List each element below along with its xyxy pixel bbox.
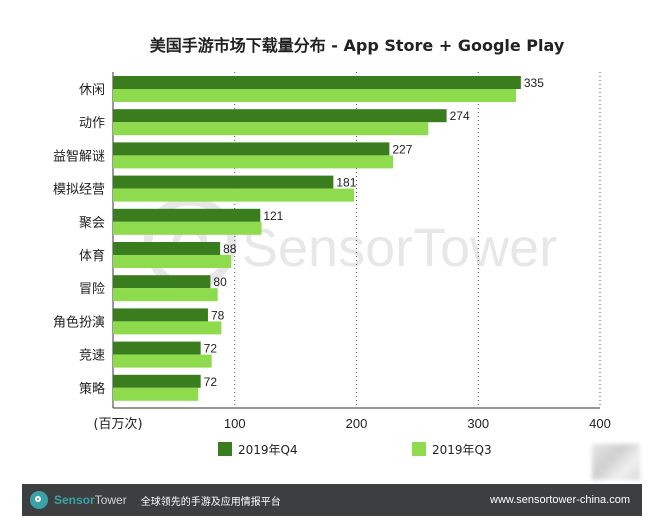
footer-brand: SensorTower 全球领先的手游及应用情报平台 — [30, 491, 281, 509]
bar-2019年Q4 — [113, 308, 208, 322]
chart-title: 美国手游市场下载量分布 - App Store + Google Play — [150, 36, 565, 55]
x-tick-label: 400 — [589, 416, 611, 431]
data-label: 121 — [263, 209, 283, 223]
bar-2019年Q4 — [113, 341, 201, 355]
x-axis-label: (百万次) — [93, 416, 142, 432]
bar-2019年Q3 — [113, 122, 429, 136]
x-tick-label: 200 — [346, 416, 368, 431]
bar-2019年Q4 — [113, 208, 261, 222]
x-tick-label: 100 — [224, 416, 246, 431]
category-label: 聚会 — [79, 216, 105, 231]
blurred-corner — [592, 444, 640, 480]
data-label: 80 — [213, 275, 227, 289]
category-label: 动作 — [79, 116, 105, 131]
legend-label: 2019年Q3 — [432, 443, 492, 457]
category-label: 益智解谜 — [53, 149, 105, 164]
bar-2019年Q3 — [113, 188, 355, 202]
data-label: 78 — [211, 308, 225, 322]
bar-2019年Q4 — [113, 142, 390, 156]
bar-2019年Q3 — [113, 221, 262, 235]
bar-2019年Q3 — [113, 155, 394, 169]
footer-tagline: 全球领先的手游及应用情报平台 — [140, 496, 281, 508]
category-label: 模拟经营 — [53, 183, 105, 198]
data-label: 181 — [336, 176, 356, 190]
data-label: 72 — [204, 375, 218, 389]
category-label: 体育 — [79, 248, 105, 264]
bar-2019年Q3 — [113, 321, 222, 335]
data-label: 88 — [223, 242, 237, 256]
bar-2019年Q4 — [113, 374, 201, 388]
bar-2019年Q3 — [113, 387, 199, 401]
bar-2019年Q4 — [113, 109, 447, 123]
bar-2019年Q4 — [113, 175, 334, 189]
x-axis: 100 200 300 400 — [224, 416, 611, 431]
footer-brand-name: SensorTower — [54, 493, 127, 507]
legend-swatch — [218, 442, 232, 456]
category-label: 冒险 — [79, 282, 105, 297]
legend-label: 2019年Q4 — [238, 443, 298, 457]
category-label: 竞速 — [79, 348, 105, 364]
bars: 335 274 227 181 121 88 80 78 72 72 — [113, 76, 544, 401]
legend: 2019年Q4 2019年Q3 — [218, 442, 492, 457]
sensortower-logo-icon — [30, 491, 48, 509]
data-label: 227 — [392, 142, 412, 156]
bar-2019年Q3 — [113, 354, 212, 368]
x-tick-label: 300 — [467, 416, 489, 431]
data-label: 274 — [450, 109, 470, 123]
bar-2019年Q3 — [113, 89, 516, 102]
bar-2019年Q4 — [113, 76, 521, 89]
legend-swatch — [412, 442, 426, 456]
category-label: 休闲 — [79, 83, 105, 98]
bar-2019年Q3 — [113, 255, 232, 268]
bar-2019年Q4 — [113, 242, 221, 255]
category-label: 策略 — [79, 381, 105, 397]
footer-bar: SensorTower 全球领先的手游及应用情报平台 www.sensortow… — [22, 484, 642, 516]
data-label: 72 — [204, 342, 218, 356]
data-label: 335 — [524, 76, 544, 90]
watermark-text: SensorTower — [242, 218, 557, 278]
footer-url: www.sensortower-china.com — [490, 494, 630, 506]
bar-2019年Q4 — [113, 275, 211, 289]
footer-brand-part2: Tower — [94, 493, 127, 507]
category-label: 角色扮演 — [53, 314, 105, 330]
footer-brand-part1: Sensor — [54, 493, 95, 507]
bar-2019年Q3 — [113, 288, 218, 302]
